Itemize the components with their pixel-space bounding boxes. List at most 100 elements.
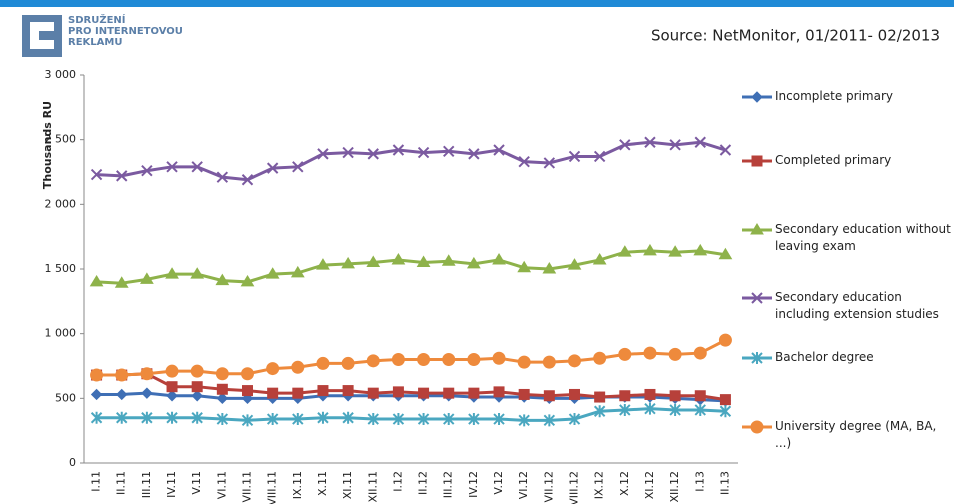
x-tick-label: III.11	[140, 471, 153, 498]
marker	[417, 413, 430, 426]
marker	[291, 360, 305, 374]
marker	[392, 386, 404, 398]
marker	[468, 387, 480, 399]
y-tick-label: 500	[55, 391, 76, 404]
logo	[22, 15, 62, 57]
legend-label: Incomplete primary	[775, 89, 893, 103]
series-line	[96, 140, 726, 182]
x-tick-label: II.11	[115, 471, 128, 495]
x-tick-label: IX.12	[593, 471, 606, 499]
marker	[391, 353, 405, 367]
marker	[417, 353, 431, 367]
marker	[442, 353, 456, 367]
marker	[391, 252, 406, 265]
marker	[751, 155, 763, 167]
marker	[116, 411, 128, 424]
x-tick-label: VIII.11	[266, 471, 279, 504]
marker	[317, 148, 329, 160]
marker	[191, 411, 203, 424]
y-tick-label: 0	[69, 456, 76, 469]
marker	[216, 392, 229, 405]
marker	[241, 367, 254, 381]
marker	[290, 265, 305, 278]
marker	[619, 139, 631, 151]
x-tick-label: X.11	[316, 471, 329, 496]
marker	[644, 402, 656, 415]
marker	[668, 245, 682, 257]
x-tick-label: VI.12	[517, 471, 530, 499]
marker	[317, 411, 329, 424]
marker	[417, 146, 430, 159]
marker	[166, 411, 178, 424]
marker	[643, 346, 657, 360]
marker	[568, 354, 581, 368]
legend-label: Completed primary	[775, 153, 892, 167]
marker	[518, 155, 530, 168]
marker	[190, 267, 205, 279]
marker	[267, 387, 279, 399]
legend-label: Bachelor degree	[775, 350, 874, 364]
marker	[669, 403, 681, 416]
marker	[416, 255, 431, 268]
marker	[216, 413, 229, 426]
marker	[90, 388, 103, 401]
marker	[619, 390, 631, 402]
marker	[542, 355, 556, 369]
marker	[619, 403, 631, 416]
y-tick-label: 1 500	[45, 262, 77, 275]
x-tick-label: V.11	[190, 471, 203, 495]
marker	[443, 387, 455, 399]
marker	[593, 351, 607, 365]
marker	[543, 390, 555, 402]
marker	[242, 385, 253, 397]
x-tick-label: I.12	[391, 471, 404, 492]
marker	[367, 148, 379, 160]
marker	[190, 364, 204, 378]
x-tick-label: XII.12	[668, 471, 681, 503]
marker	[517, 355, 531, 369]
marker	[392, 144, 405, 156]
marker	[141, 387, 153, 399]
marker	[116, 170, 128, 182]
marker	[568, 413, 581, 426]
series-line	[96, 407, 726, 422]
marker	[567, 258, 582, 270]
marker	[618, 347, 632, 361]
marker	[543, 157, 556, 169]
marker	[592, 252, 607, 265]
marker	[367, 413, 379, 426]
marker	[644, 388, 656, 400]
marker	[693, 346, 707, 360]
x-tick-label: IV.12	[467, 471, 480, 498]
top-bar	[0, 0, 954, 7]
x-tick-label: I.13	[693, 471, 706, 492]
marker	[292, 161, 304, 173]
marker	[165, 364, 179, 378]
logo-text: REKLAMU	[68, 37, 122, 48]
x-tick-label: I.11	[90, 471, 103, 492]
marker	[215, 273, 230, 286]
marker	[543, 414, 556, 427]
marker	[718, 333, 732, 347]
marker	[719, 144, 732, 156]
x-tick-label: XI.12	[643, 471, 656, 499]
marker	[240, 274, 255, 287]
marker	[493, 386, 505, 398]
marker	[493, 144, 505, 156]
x-tick-label: XII.11	[366, 471, 379, 503]
marker	[594, 391, 606, 403]
y-tick-label: 2 500	[45, 133, 77, 146]
marker	[593, 405, 606, 418]
marker	[750, 420, 764, 434]
legend-label: Secondary education without leaving exam	[775, 222, 951, 253]
x-tick-label: IX.11	[291, 471, 304, 499]
x-tick-label: VII.11	[241, 471, 254, 503]
marker	[593, 150, 606, 163]
marker	[443, 145, 455, 158]
marker	[292, 387, 304, 399]
marker	[366, 354, 380, 368]
logo-text: PRO INTERNETOVOU	[68, 26, 183, 37]
marker	[443, 413, 455, 426]
